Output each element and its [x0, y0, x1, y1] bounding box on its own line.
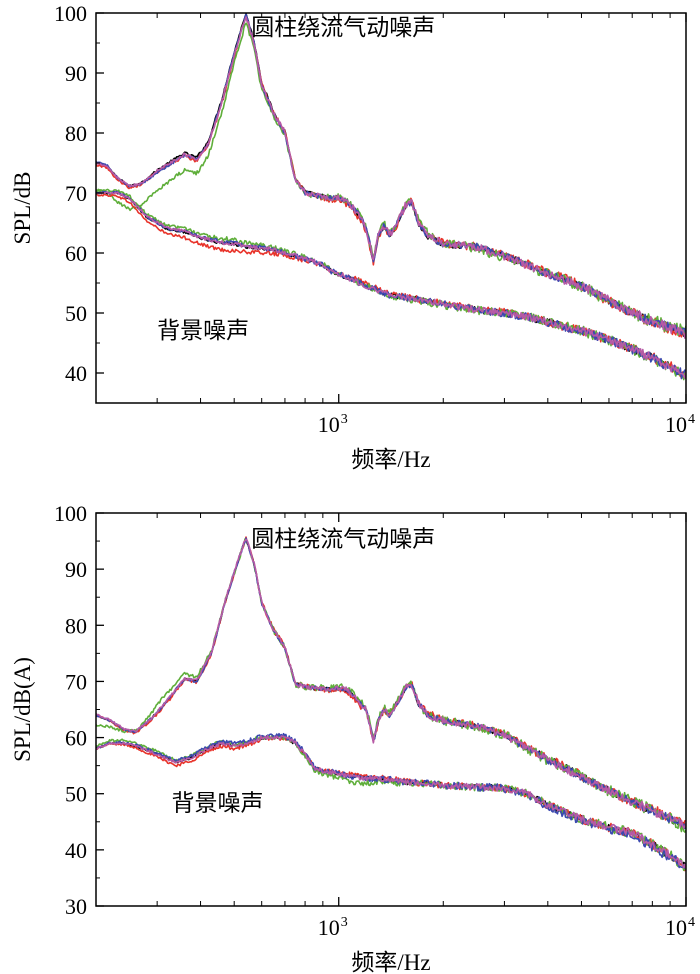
chart-panel-1: 40 50 60 70 80 90 100 103 104 频率/Hz SPL/dB 圆柱绕流气动噪声…	[10, 1, 695, 472]
y-tick-label: 50	[65, 301, 87, 326]
series-line-background-noise-3	[96, 188, 686, 381]
y-tick-label: 90	[65, 61, 87, 86]
series-line-flow-noise-5	[96, 16, 686, 339]
y-tick-label: 70	[65, 181, 87, 206]
y-axis-label: SPL/dB	[10, 172, 35, 245]
y-tick-label: 60	[65, 241, 87, 266]
y-tick-label: 80	[65, 121, 87, 146]
annotation-label: 圆柱绕流气动噪声	[251, 15, 435, 41]
series-line-flow-noise-4	[96, 13, 686, 336]
series-line-background-noise-2	[96, 193, 686, 378]
series-lines	[96, 13, 686, 381]
y-tick-label: 60	[65, 726, 87, 751]
y-tick-label: 70	[65, 669, 87, 694]
series-line-background-noise-4	[96, 190, 686, 380]
annotation-label: 背景噪声	[172, 791, 264, 817]
y-tick-label: 50	[65, 782, 87, 807]
y-tick-label: 90	[65, 557, 87, 582]
y-tick-label: 100	[54, 1, 87, 26]
x-tick-label: 103	[318, 412, 348, 437]
y-tick-label: 80	[65, 613, 87, 638]
y-tick-label: 30	[65, 894, 87, 919]
series-line-flow-noise-2	[96, 18, 686, 338]
y-tick-label: 100	[54, 501, 87, 526]
y-tick-label: 40	[65, 838, 87, 863]
y-tick-label: 40	[65, 361, 87, 386]
x-tick-label: 103	[318, 915, 348, 940]
series-line-background-noise-5	[96, 734, 686, 869]
series-line-background-noise-1	[96, 191, 686, 380]
series-line-background-noise-5	[96, 191, 686, 379]
plot-frame	[95, 12, 687, 404]
series-line-flow-noise-4	[96, 537, 686, 830]
x-axis-label: 频率/Hz	[351, 950, 430, 974]
chart-panel-2: 30 40 50 60 70 80 90 100 103 104 频率/Hz SPL/dB(A) 圆柱绕…	[10, 501, 695, 974]
y-axis-label: SPL/dB(A)	[10, 657, 35, 762]
annotation-label: 背景噪声	[157, 318, 249, 344]
x-tick-label: 104	[665, 915, 695, 940]
x-tick-label: 104	[665, 412, 695, 437]
series-line-flow-noise-3	[96, 22, 686, 337]
x-axis-label: 频率/Hz	[351, 447, 430, 472]
series-lines	[96, 536, 686, 872]
series-line-flow-noise-5	[96, 538, 686, 829]
annotation-label: 圆柱绕流气动噪声	[251, 527, 435, 553]
series-line-flow-noise-1	[96, 13, 686, 338]
